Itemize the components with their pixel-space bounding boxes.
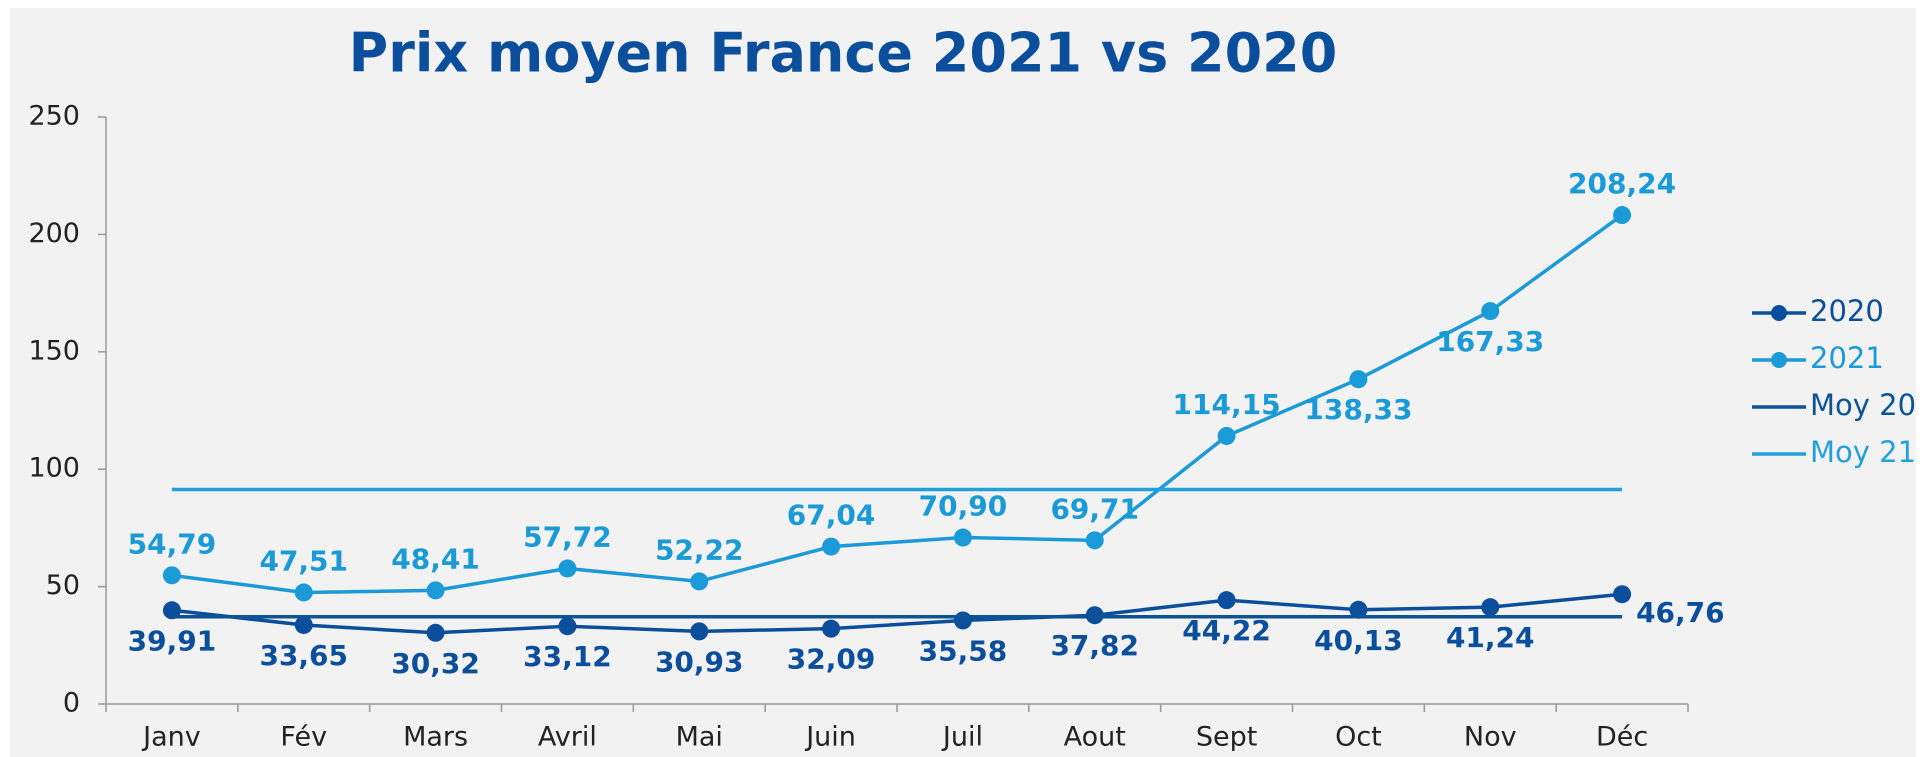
data-label: 69,71 [1050,492,1139,525]
legend-label: Moy 20 [1810,388,1916,422]
chart-background [10,8,1916,757]
data-label: 35,58 [919,634,1008,667]
data-point [1217,591,1236,610]
chart-title: Prix moyen France 2021 vs 2020 [349,22,1338,85]
data-point [294,615,313,634]
data-point [822,619,841,638]
data-point [162,566,181,585]
data-line [171,592,1623,635]
data-point [953,611,972,630]
data-label: 39,91 [128,624,217,657]
data-label: 70,90 [919,490,1008,523]
data-point [1613,206,1632,225]
data-point [822,537,841,556]
data-label: 114,15 [1173,388,1281,421]
data-label: 54,79 [128,527,217,560]
y-tick-label: 0 [63,688,80,719]
x-tick-label: Mars [403,722,468,753]
data-label: 48,41 [391,542,480,575]
data-point [558,559,577,578]
data-label: 208,24 [1568,167,1676,200]
x-tick-label: Déc [1596,722,1648,753]
y-tick-label: 100 [28,453,80,484]
data-point [1613,585,1632,604]
data-point [1085,531,1104,550]
legend-marker [1771,305,1787,321]
data-point [1349,600,1368,619]
data-point [294,583,313,602]
x-tick-label: Aout [1064,722,1126,753]
y-tick-label: 50 [46,570,80,601]
data-label: 33,65 [259,639,348,672]
data-label: 30,32 [391,647,480,680]
data-label: 57,72 [523,520,612,553]
data-label: 40,13 [1314,624,1403,657]
x-tick-label: Mai [676,722,723,753]
data-point [1481,302,1500,321]
data-label: 167,33 [1436,325,1544,358]
data-label: 30,93 [655,645,744,678]
legend-marker [1771,352,1787,368]
data-point [1481,598,1500,617]
x-tick-label: Juin [804,722,856,753]
data-label: 44,22 [1182,614,1271,647]
data-point [1349,370,1368,389]
data-point [426,581,445,600]
data-label: 33,12 [523,640,612,673]
data-line [171,213,1624,595]
data-label: 47,51 [259,544,348,577]
data-label: 67,04 [787,499,876,532]
legend-label: 2020 [1810,294,1884,328]
x-tick-label: Janv [141,722,201,753]
legend-label: Moy 21 [1810,435,1916,469]
x-tick-label: Oct [1335,722,1382,753]
data-point [1217,426,1236,445]
data-label: 41,24 [1446,621,1535,654]
data-point [690,572,709,591]
data-point [558,617,577,636]
data-point [162,601,181,620]
x-tick-label: Fév [280,722,327,753]
data-label: 52,22 [655,533,744,566]
x-tick-label: Avril [538,722,597,753]
x-tick-label: Nov [1464,722,1517,753]
data-label: 138,33 [1304,393,1412,426]
x-tick-label: Juil [941,722,983,753]
data-label: 37,82 [1050,629,1139,662]
y-tick-label: 200 [28,218,80,249]
y-tick-label: 150 [28,335,80,366]
data-point [953,528,972,547]
legend-label: 2021 [1810,341,1884,375]
data-point [426,623,445,642]
data-label: 46,76 [1636,596,1725,629]
x-tick-label: Sept [1196,722,1257,753]
y-tick-label: 250 [28,101,80,132]
data-point [690,622,709,641]
data-label: 32,09 [787,643,876,676]
